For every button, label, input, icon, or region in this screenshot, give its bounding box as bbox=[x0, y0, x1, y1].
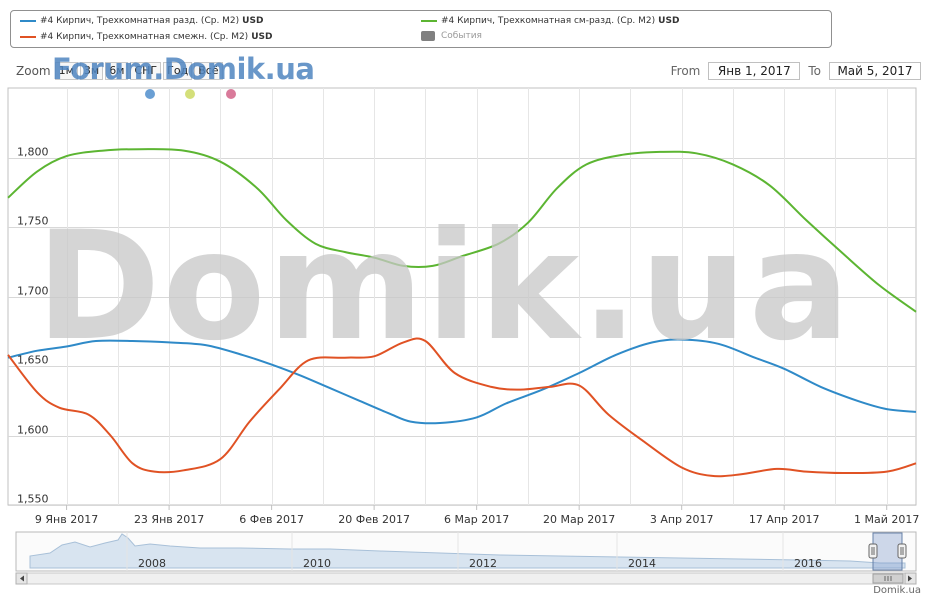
event-dot bbox=[226, 89, 236, 99]
grid-layer bbox=[7, 87, 917, 506]
legend-unit: USD bbox=[251, 32, 273, 42]
event-dot bbox=[185, 89, 195, 99]
legend-line-icon bbox=[421, 20, 437, 22]
events-box-icon bbox=[421, 31, 435, 41]
scrollbar-right-arrow-icon bbox=[908, 575, 912, 582]
series-line-1 bbox=[7, 338, 917, 425]
x-tick-label: 3 Апр 2017 bbox=[650, 513, 714, 526]
x-tick-label: 6 Фев 2017 bbox=[239, 513, 304, 526]
navigator-year-label: 2014 bbox=[628, 557, 656, 570]
navigator-year-label: 2008 bbox=[138, 557, 166, 570]
event-markers bbox=[145, 89, 236, 99]
scrollbar-left-arrow-icon bbox=[20, 575, 24, 582]
legend: #4 Кирпич, Трехкомнатная разд. (Ср. М2) … bbox=[10, 10, 832, 48]
from-label: From bbox=[670, 64, 701, 78]
zoom-year-button[interactable]: Год bbox=[163, 62, 193, 80]
x-tick-label: 20 Фев 2017 bbox=[338, 513, 410, 526]
plot-area bbox=[7, 87, 917, 506]
legend-item-series-3[interactable]: #4 Кирпич, Трехкомнатная см-разд. (Ср. М… bbox=[421, 16, 679, 26]
zoom-ytd-button[interactable]: СНГ bbox=[130, 62, 162, 80]
zoom-label: Zoom bbox=[16, 64, 51, 78]
y-tick-label: 1,750 bbox=[17, 215, 49, 228]
x-tick-label: 6 Мар 2017 bbox=[444, 513, 509, 526]
to-label: To bbox=[808, 64, 821, 78]
scrollbar-track bbox=[15, 572, 917, 585]
legend-label: События bbox=[441, 31, 482, 41]
zoom-all-button[interactable]: Всё bbox=[194, 62, 223, 80]
navigator-year-label: 2016 bbox=[794, 557, 822, 570]
legend-label: #4 Кирпич, Трехкомнатная см-разд. (Ср. М… bbox=[441, 16, 656, 26]
legend-label: #4 Кирпич, Трехкомнатная смежн. (Ср. М2) bbox=[40, 32, 249, 42]
x-tick-label: 9 Янв 2017 bbox=[35, 513, 98, 526]
date-range-selector: From To bbox=[663, 61, 921, 81]
x-tick-label: 20 Мар 2017 bbox=[543, 513, 615, 526]
y-tick-label: 1,600 bbox=[17, 424, 49, 437]
zoom-6m-button[interactable]: 6м bbox=[105, 62, 129, 80]
from-date-input[interactable] bbox=[708, 62, 801, 80]
y-axis: 1,550 1,600 1,650 1,700 1,750 1,800 bbox=[17, 146, 49, 506]
navigator-selection bbox=[872, 532, 903, 571]
legend-unit: USD bbox=[242, 16, 264, 26]
legend-line-icon bbox=[20, 20, 36, 22]
series-layer bbox=[7, 148, 917, 478]
x-tick-label: 1 Май 2017 bbox=[854, 513, 919, 526]
navigator-year-label: 2010 bbox=[303, 557, 331, 570]
to-date-input[interactable] bbox=[829, 62, 921, 80]
legend-unit: USD bbox=[658, 16, 680, 26]
y-tick-label: 1,800 bbox=[17, 146, 49, 159]
series-line-3 bbox=[7, 148, 917, 313]
credit-link[interactable]: Domik.ua bbox=[873, 585, 921, 596]
x-tick-label: 23 Янв 2017 bbox=[134, 513, 204, 526]
navigator-series-area bbox=[29, 533, 906, 569]
y-tick-label: 1,550 bbox=[17, 493, 49, 506]
y-tick-label: 1,650 bbox=[17, 354, 49, 367]
series-line-2 bbox=[7, 337, 917, 478]
navigator-handle bbox=[868, 543, 878, 559]
legend-line-icon bbox=[20, 36, 36, 38]
zoom-selector: Zoom 1м 3м 6м СНГ Год Всё bbox=[16, 62, 225, 80]
navigator-handle bbox=[897, 543, 907, 559]
zoom-3m-button[interactable]: 3м bbox=[79, 62, 104, 80]
navigator-year-label: 2012 bbox=[469, 557, 497, 570]
x-axis: 9 Янв 2017 23 Янв 2017 6 Фев 2017 20 Фев 20… bbox=[35, 505, 919, 526]
legend-label: #4 Кирпич, Трехкомнатная разд. (Ср. М2) bbox=[40, 16, 240, 26]
legend-item-events[interactable]: События bbox=[421, 31, 482, 41]
legend-item-series-1[interactable]: #4 Кирпич, Трехкомнатная разд. (Ср. М2) … bbox=[20, 16, 263, 26]
event-dot bbox=[145, 89, 155, 99]
legend-item-series-2[interactable]: #4 Кирпич, Трехкомнатная смежн. (Ср. М2)… bbox=[20, 32, 272, 42]
zoom-1m-button[interactable]: 1м bbox=[54, 62, 78, 80]
x-tick-label: 17 Апр 2017 bbox=[749, 513, 820, 526]
y-tick-label: 1,700 bbox=[17, 285, 49, 298]
navigator[interactable]: 2008 2010 2012 2014 2016 bbox=[15, 531, 917, 585]
